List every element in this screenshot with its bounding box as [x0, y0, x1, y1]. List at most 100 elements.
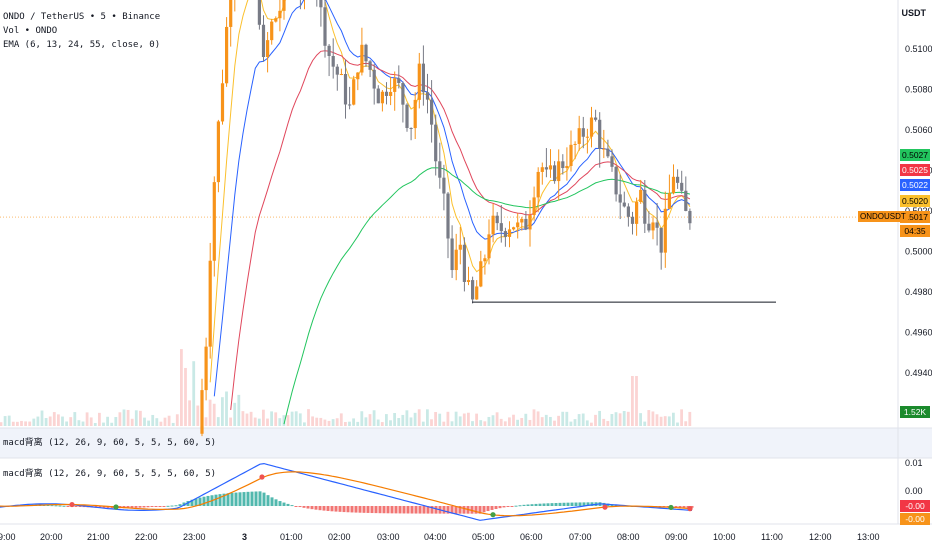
- macd-histogram-bar: [134, 506, 138, 508]
- volume-bar: [450, 421, 454, 426]
- volume-bar: [487, 416, 491, 426]
- macd-histogram-bar: [574, 502, 578, 506]
- macd-histogram-bar: [302, 506, 306, 508]
- time-tick-label: 07:00: [569, 532, 592, 542]
- candle-body: [507, 229, 512, 237]
- volume-bar: [44, 417, 48, 426]
- volume-bar: [77, 420, 81, 426]
- candle-body: [454, 249, 458, 271]
- macd-histogram-bar: [158, 506, 162, 507]
- macd-histogram-bar: [50, 505, 54, 507]
- macd-histogram-bar: [66, 506, 70, 507]
- price-tick-label: 0.5060: [905, 125, 932, 135]
- macd-histogram-bar: [106, 506, 110, 509]
- volume-bar: [401, 414, 405, 426]
- volume-bar: [184, 367, 187, 426]
- macd-histogram-bar: [486, 506, 490, 512]
- symbol-price-label: ONDOUSDT: [858, 211, 908, 222]
- time-tick-label: 05:00: [472, 532, 495, 542]
- candle-body: [282, 0, 286, 11]
- volume-bar: [626, 411, 630, 426]
- candle-body: [512, 227, 516, 230]
- volume-bar: [155, 418, 159, 426]
- volume-bar: [52, 412, 56, 426]
- volume-bar: [257, 418, 261, 426]
- time-tick-label: 12:00: [809, 532, 832, 542]
- macd-histogram-bar: [482, 506, 486, 513]
- macd-histogram-bar: [506, 506, 510, 507]
- time-tick-label: 01:00: [280, 532, 303, 542]
- candle-body: [327, 45, 331, 56]
- volume-bar: [32, 418, 36, 426]
- macd-divergence-marker: [69, 501, 75, 508]
- volume-bar: [286, 415, 290, 426]
- macd-histogram-bar: [238, 492, 242, 506]
- price-tick-label: 0.4980: [905, 287, 932, 297]
- macd-legend-collapsed[interactable]: macd背离 (12, 26, 9, 60, 5, 5, 5, 60, 5): [3, 438, 217, 448]
- volume-bar: [434, 411, 437, 426]
- candle-body: [483, 258, 487, 262]
- macd-histogram-bar: [58, 505, 62, 507]
- macd-histogram-bar: [98, 506, 102, 508]
- macd-histogram-bar: [266, 495, 270, 506]
- volume-bar: [614, 412, 618, 426]
- volume-bar: [110, 422, 114, 426]
- volume-bar: [569, 421, 573, 426]
- macd-histogram-bar: [558, 502, 562, 506]
- candle-body: [225, 26, 229, 84]
- candle-body: [569, 144, 573, 166]
- symbol-legend[interactable]: ONDO / TetherUS • 5 • Binance: [3, 12, 161, 22]
- candle-body: [384, 91, 389, 96]
- volume-bar: [413, 412, 417, 426]
- volume-bar: [585, 420, 589, 426]
- macd-histogram-bar: [358, 506, 362, 513]
- candle-body: [229, 0, 233, 27]
- candle-body: [323, 7, 327, 46]
- macd-histogram-bar: [190, 499, 194, 506]
- time-tick-label: 08:00: [617, 532, 640, 542]
- macd-histogram-bar: [354, 506, 358, 513]
- candle-body: [585, 136, 589, 138]
- macd-histogram-bar: [686, 506, 690, 508]
- volume-bar: [397, 418, 401, 426]
- volume-bar: [323, 419, 327, 426]
- ema-legend[interactable]: EMA (6, 13, 24, 55, close, 0): [3, 40, 161, 50]
- macd-histogram-bar: [390, 506, 394, 514]
- candle-body: [389, 91, 393, 96]
- macd-histogram-bar: [146, 506, 150, 508]
- volume-bar: [212, 403, 216, 426]
- volume-bar: [93, 422, 97, 426]
- volume-bar: [573, 419, 577, 426]
- currency-label[interactable]: USDT: [901, 8, 927, 18]
- macd-histogram-bar: [186, 501, 190, 506]
- macd-histogram-bar: [274, 499, 278, 506]
- macd-legend[interactable]: macd背离 (12, 26, 9, 60, 5, 5, 5, 60, 5): [3, 469, 217, 479]
- volume-bar: [446, 411, 450, 426]
- macd-histogram-bar: [318, 506, 322, 511]
- volume-bar: [528, 419, 532, 426]
- macd-divergence-marker: [602, 504, 608, 510]
- macd-histogram-bar: [254, 491, 258, 506]
- macd-histogram-bar: [530, 504, 534, 506]
- macd-histogram-bar: [350, 506, 354, 513]
- candle-body: [270, 21, 274, 41]
- volume-legend[interactable]: Vol • ONDO: [3, 26, 58, 36]
- candle-body: [553, 165, 557, 182]
- volume-bar: [102, 422, 105, 426]
- macd-histogram-bar: [490, 506, 494, 510]
- macd-histogram-bar: [174, 505, 178, 507]
- candle-body: [684, 190, 688, 211]
- volume-bar: [458, 416, 462, 426]
- candle-body: [442, 177, 446, 194]
- macd-histogram-bar: [286, 503, 290, 506]
- macd-histogram-bar: [78, 506, 82, 507]
- macd-histogram-bar: [534, 503, 538, 506]
- candle-body: [520, 218, 524, 223]
- candle-body: [557, 161, 561, 182]
- volume-bar: [216, 417, 220, 426]
- macd-histogram-bar: [434, 506, 438, 514]
- candle-body: [589, 117, 594, 137]
- volume-bar: [672, 412, 675, 426]
- candle-body: [446, 193, 450, 239]
